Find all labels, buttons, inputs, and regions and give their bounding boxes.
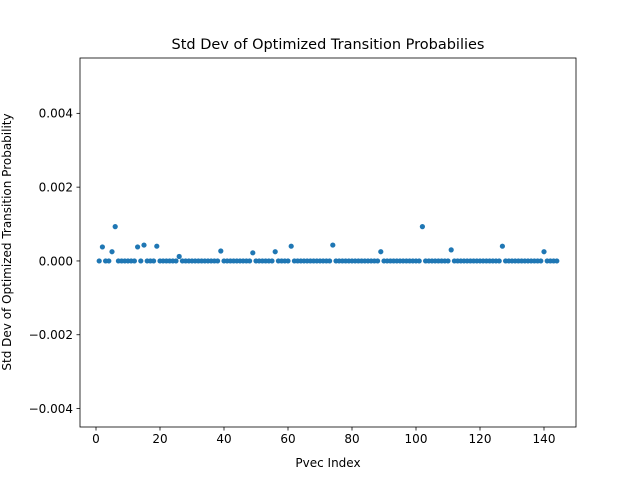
data-point <box>448 247 454 253</box>
x-tick-label: 20 <box>152 432 167 446</box>
data-point <box>247 258 253 264</box>
data-point <box>327 258 333 264</box>
data-point <box>106 258 112 264</box>
data-point <box>112 224 118 230</box>
data-point <box>154 243 160 249</box>
data-point <box>131 258 137 264</box>
data-point <box>285 258 291 264</box>
data-point <box>330 242 336 248</box>
data-point <box>499 243 505 249</box>
x-axis: 0 20 40 60 80 100 120 140 <box>92 427 555 446</box>
data-point <box>272 249 278 255</box>
y-tick-label: 0.004 <box>39 107 73 121</box>
data-point <box>419 224 425 230</box>
data-point <box>141 242 147 248</box>
y-axis-label: Std Dev of Optimized Transition Probabil… <box>0 113 14 370</box>
x-tick-label: 100 <box>405 432 428 446</box>
y-axis: −0.004 −0.002 0.000 0.002 0.004 <box>29 107 80 416</box>
data-point <box>135 244 141 250</box>
y-tick-label: −0.004 <box>29 402 73 416</box>
data-point <box>250 250 256 256</box>
data-point <box>496 258 502 264</box>
chart-title: Std Dev of Optimized Transition Probabil… <box>172 37 485 53</box>
data-point <box>288 243 294 249</box>
data-points <box>96 224 560 264</box>
y-tick-label: −0.002 <box>29 328 73 342</box>
data-point <box>445 258 451 264</box>
plot-area-frame <box>79 57 577 428</box>
data-point <box>151 258 157 264</box>
data-point <box>138 258 144 264</box>
data-point <box>96 258 102 264</box>
data-point <box>416 258 422 264</box>
data-point <box>218 248 224 254</box>
data-point <box>541 249 547 255</box>
x-tick-label: 60 <box>280 432 295 446</box>
data-point <box>375 258 381 264</box>
x-tick-label: 120 <box>469 432 492 446</box>
data-point <box>109 249 115 255</box>
x-tick-label: 0 <box>92 432 100 446</box>
data-point <box>99 244 105 250</box>
data-point <box>554 258 560 264</box>
data-point <box>269 258 275 264</box>
y-tick-label: 0.002 <box>39 180 73 194</box>
data-point <box>173 258 179 264</box>
data-point <box>215 258 221 264</box>
y-tick-label: 0.000 <box>39 254 73 268</box>
x-axis-label: Pvec Index <box>295 456 360 470</box>
data-point <box>176 253 182 260</box>
x-tick-label: 140 <box>533 432 556 446</box>
data-point <box>378 249 384 255</box>
x-tick-label: 40 <box>216 432 231 446</box>
data-point <box>538 258 544 264</box>
x-tick-label: 80 <box>344 432 359 446</box>
